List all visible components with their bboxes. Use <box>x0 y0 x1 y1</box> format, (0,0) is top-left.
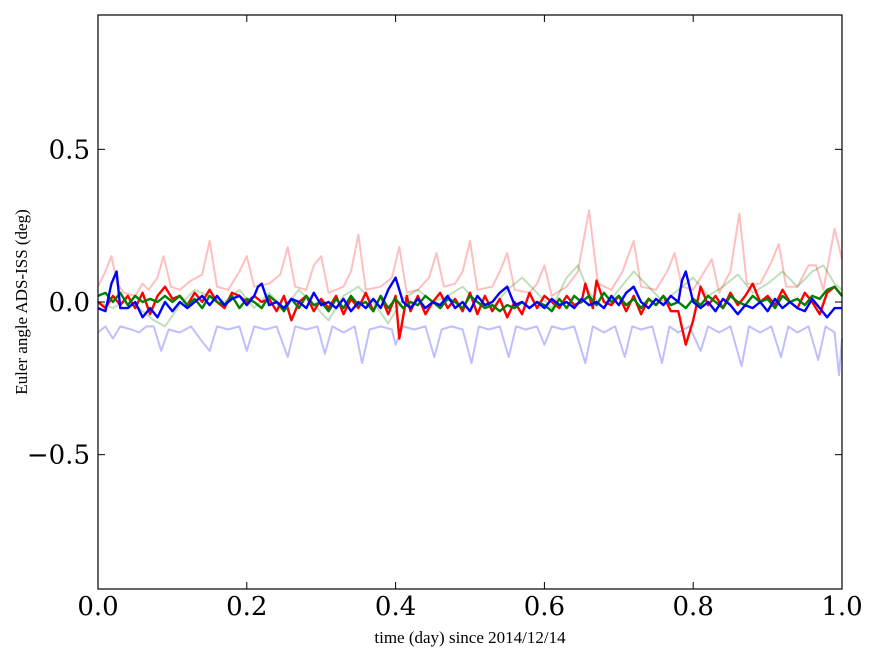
x-ticks: 0.0 0.2 0.4 0.6 0.8 1.0 <box>77 15 863 622</box>
x-tick-label: 1.0 <box>821 592 862 622</box>
x-tick-label: 0.2 <box>226 592 267 622</box>
y-axis-label: Euler angle ADS-ISS (deg) <box>12 209 31 395</box>
y-tick-label: 0.5 <box>49 135 90 165</box>
plot-frame <box>97 14 843 590</box>
x-tick-label: 0.6 <box>524 592 565 622</box>
series-line-5 <box>97 285 843 313</box>
series-line-6 <box>97 270 842 319</box>
y-tick-label: −0.5 <box>27 441 90 471</box>
y-tick-label: 0.0 <box>49 288 90 318</box>
x-tick-label: 0.0 <box>77 592 118 622</box>
x-tick-label: 0.8 <box>673 592 714 622</box>
series-line-4 <box>97 279 843 346</box>
series-layer <box>97 209 843 377</box>
x-tick-label: 0.4 <box>375 592 416 622</box>
y-ticks: −0.5 0.0 0.5 <box>27 135 842 471</box>
series-line-3 <box>97 325 843 377</box>
x-axis-label: time (day) since 2014/12/14 <box>374 628 566 647</box>
series-line-1 <box>97 209 843 297</box>
